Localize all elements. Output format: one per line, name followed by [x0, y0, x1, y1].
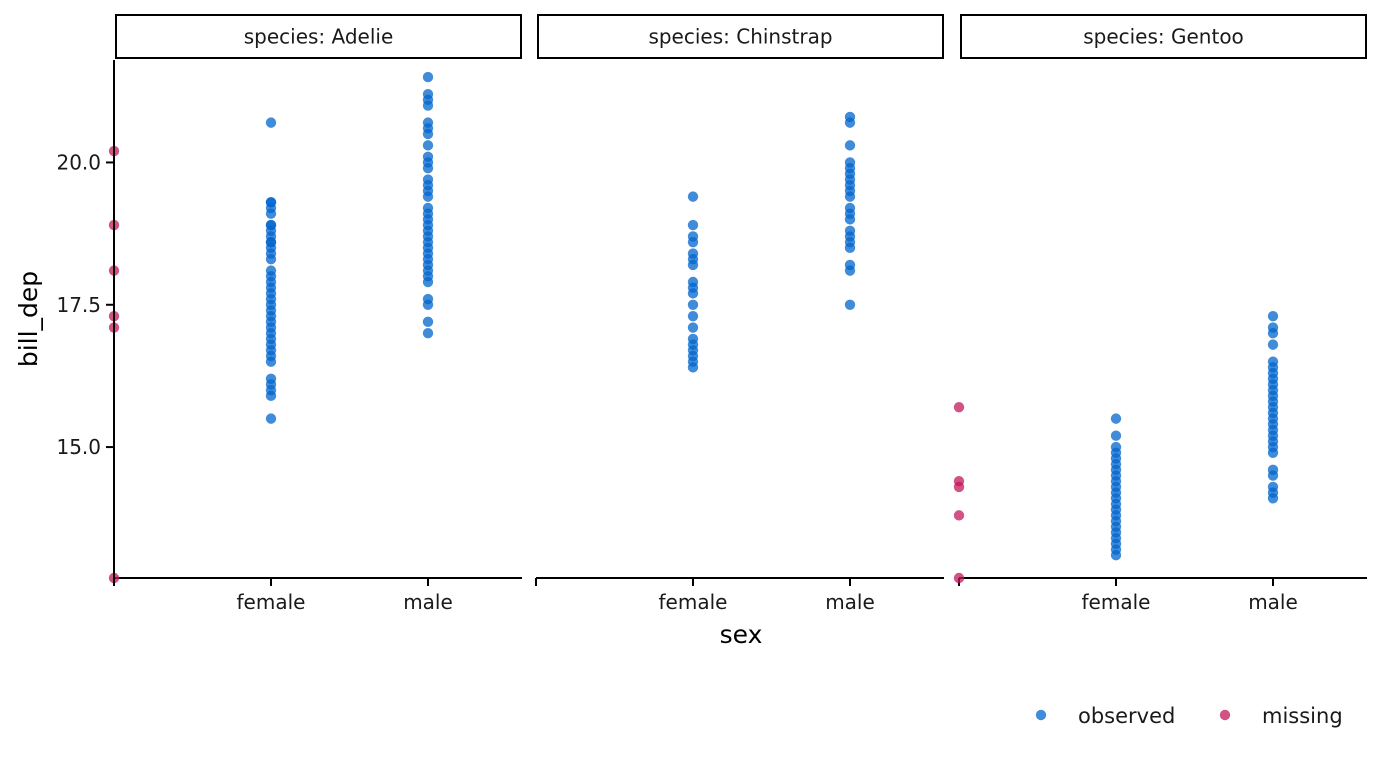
x-axis-title: sex — [720, 620, 763, 649]
data-points — [687, 111, 856, 373]
point-missing — [953, 572, 965, 584]
point-observed — [1110, 430, 1122, 441]
point-observed — [1267, 310, 1279, 322]
point-observed — [265, 117, 277, 128]
point-observed — [422, 162, 434, 174]
point-observed — [422, 276, 434, 288]
point-observed — [422, 328, 434, 339]
x-tick-label: male — [403, 590, 453, 614]
point-observed — [1267, 328, 1279, 339]
y-tick-label: 20.0 — [56, 150, 101, 174]
data-points — [108, 71, 434, 584]
legend-item-observed: observed — [1035, 704, 1175, 728]
legend-label-missing: missing — [1262, 704, 1343, 728]
y-axis: 15.0 17.5 20.0 — [56, 60, 115, 586]
point-observed — [844, 117, 856, 128]
facet-panel-gentoo: species: Gentoo female male — [953, 14, 1367, 614]
point-observed — [1267, 470, 1279, 481]
x-tick-label: female — [1082, 590, 1151, 614]
point-observed — [422, 140, 434, 151]
point-observed — [844, 214, 856, 225]
point-observed — [687, 362, 699, 373]
point-observed — [265, 254, 277, 265]
facet-strip-box — [115, 14, 522, 59]
point-observed — [844, 191, 856, 202]
facet-strip-label: species: Chinstrap — [648, 25, 832, 49]
point-observed — [687, 299, 699, 310]
point-observed — [422, 100, 434, 111]
point-missing — [953, 481, 965, 493]
point-observed — [1267, 447, 1279, 458]
point-observed — [1267, 339, 1279, 350]
point-observed — [844, 140, 856, 151]
facet-strip-box — [537, 14, 944, 59]
x-tick-label: female — [237, 590, 306, 614]
point-observed — [265, 413, 277, 424]
facet-strip-label: species: Gentoo — [1083, 25, 1244, 49]
point-observed — [1110, 413, 1122, 424]
point-observed — [844, 265, 856, 276]
point-missing — [953, 510, 965, 521]
point-observed — [1267, 493, 1279, 504]
point-observed — [422, 316, 434, 328]
facet-strip-label: species: Adelie — [244, 25, 394, 49]
point-observed — [844, 299, 856, 310]
point-observed — [687, 259, 699, 271]
data-points — [953, 310, 1279, 584]
facet-strip-box — [960, 14, 1367, 59]
legend-item-missing: missing — [1219, 704, 1343, 728]
y-tick-label: 15.0 — [56, 435, 101, 459]
point-observed — [844, 242, 856, 254]
point-missing — [953, 402, 965, 413]
x-tick-label: male — [825, 590, 875, 614]
y-axis-title: bill_dep — [14, 271, 43, 367]
y-tick-label: 17.5 — [56, 293, 101, 317]
legend-key-missing — [1219, 709, 1231, 721]
legend-key-observed — [1035, 709, 1047, 721]
point-observed — [687, 322, 699, 333]
point-observed — [265, 356, 277, 367]
point-observed — [687, 236, 699, 248]
legend-label-observed: observed — [1078, 704, 1175, 728]
point-observed — [265, 390, 277, 402]
point-observed — [422, 299, 434, 310]
point-observed — [422, 191, 434, 202]
point-observed — [687, 288, 699, 299]
facet-panel-chinstrap: species: Chinstrap female male — [535, 14, 944, 614]
point-observed — [687, 219, 699, 231]
point-observed — [422, 71, 434, 83]
point-observed — [687, 191, 699, 202]
point-observed — [1110, 550, 1122, 561]
legend: observed missing — [1035, 704, 1343, 728]
point-observed — [265, 208, 277, 219]
x-tick-label: male — [1248, 590, 1298, 614]
point-observed — [687, 310, 699, 322]
facet-panel-adelie: species: Adelie female male — [108, 14, 522, 614]
x-tick-label: female — [659, 590, 728, 614]
point-observed — [422, 128, 434, 140]
